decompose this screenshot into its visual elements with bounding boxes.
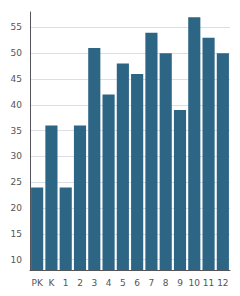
svg-text:55: 55	[11, 22, 22, 32]
svg-text:5: 5	[120, 278, 126, 288]
svg-text:10: 10	[189, 278, 201, 288]
svg-text:35: 35	[11, 126, 22, 136]
svg-text:PK: PK	[31, 278, 43, 288]
svg-text:11: 11	[203, 278, 214, 288]
svg-text:10: 10	[11, 255, 23, 265]
svg-text:9: 9	[177, 278, 183, 288]
svg-text:12: 12	[217, 278, 228, 288]
svg-text:50: 50	[11, 48, 23, 58]
svg-text:6: 6	[134, 278, 140, 288]
svg-text:1: 1	[63, 278, 69, 288]
svg-text:8: 8	[163, 278, 169, 288]
svg-text:4: 4	[106, 278, 112, 288]
svg-text:7: 7	[149, 278, 155, 288]
svg-text:20: 20	[11, 203, 23, 213]
svg-text:30: 30	[11, 151, 23, 161]
svg-text:15: 15	[11, 229, 22, 239]
svg-text:40: 40	[11, 100, 23, 110]
svg-text:2: 2	[77, 278, 83, 288]
svg-text:25: 25	[11, 177, 22, 187]
svg-text:45: 45	[11, 74, 22, 84]
svg-text:K: K	[48, 278, 55, 288]
svg-text:3: 3	[91, 278, 97, 288]
